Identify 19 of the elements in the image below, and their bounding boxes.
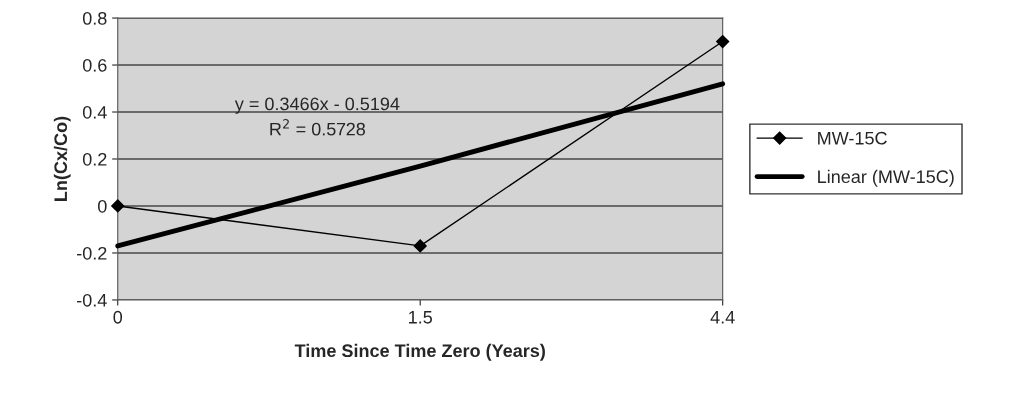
legend-label: Linear (MW-15C) bbox=[818, 169, 954, 187]
y-tick-label: 0.6 bbox=[82, 58, 107, 72]
x-tick-label: 4.4 bbox=[710, 311, 735, 324]
point bbox=[413, 239, 427, 253]
y-tick-label: 0.4 bbox=[82, 105, 107, 119]
point bbox=[716, 34, 730, 49]
legend-label: MW-15C bbox=[818, 131, 887, 145]
x-tick-label: 0 bbox=[113, 310, 123, 324]
annotation: R$^{2}$ = 0.5728 bbox=[270, 119, 366, 136]
annotation: y = 0.3466x - 0.5194 bbox=[234, 97, 400, 114]
y-axis-title: Ln(Cx/Co) bbox=[53, 116, 71, 201]
y-tick-label: 0 bbox=[97, 199, 107, 213]
y-tick-label: 0.2 bbox=[82, 152, 107, 166]
point bbox=[111, 199, 125, 213]
y-tick-label: -0.4 bbox=[77, 293, 107, 307]
y-tick-label: -0.2 bbox=[77, 246, 107, 260]
x-tick-label: 1.5 bbox=[409, 311, 432, 324]
x-axis-title: Time Since Time Zero (Years) bbox=[294, 343, 545, 361]
y-tick-label: 0.8 bbox=[82, 11, 107, 25]
